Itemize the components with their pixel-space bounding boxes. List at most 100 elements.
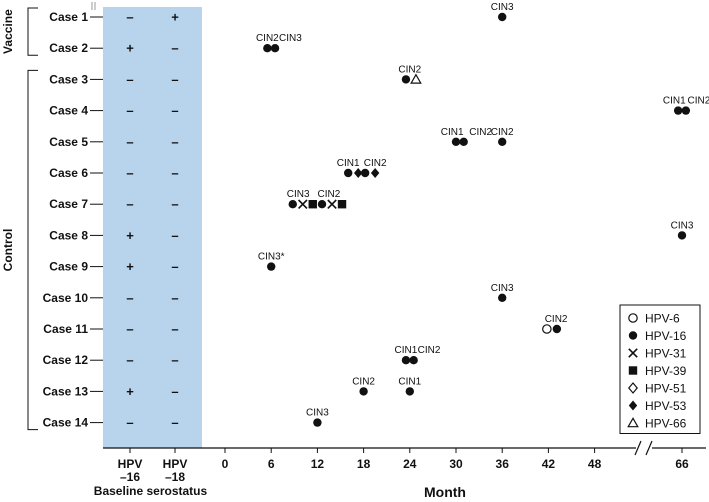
data-point <box>681 106 691 115</box>
x-tick-label: 36 <box>496 457 510 471</box>
legend-label: HPV-51 <box>645 381 687 395</box>
cin-annotation: CIN1 <box>337 158 360 169</box>
cin-annotation: CIN2 <box>398 64 421 75</box>
serostatus-column-label: HPV <box>118 457 143 471</box>
data-point <box>337 200 347 209</box>
legend-label: HPV-66 <box>645 416 687 430</box>
serostatus-title: Baseline serostatus <box>94 484 208 498</box>
data-point <box>673 106 683 115</box>
data-point <box>498 137 507 146</box>
case-label: Case 4 <box>49 104 88 118</box>
hpv16-status: + <box>126 259 134 274</box>
data-point <box>313 418 322 427</box>
data-point <box>401 356 411 365</box>
data-point <box>370 168 380 178</box>
x-axis-title: Month <box>424 484 466 500</box>
case-label: Case 14 <box>43 416 89 430</box>
legend-label: HPV-31 <box>645 346 687 360</box>
cin-annotation: CIN2 <box>469 127 492 138</box>
hpv16-status: – <box>126 10 133 25</box>
serostatus-band <box>103 7 202 448</box>
legend-symbol <box>628 313 638 323</box>
legend-symbol <box>628 366 638 375</box>
cin-annotation: CIN3 <box>491 283 514 294</box>
hpv18-status: – <box>171 41 178 56</box>
axis-break-mark <box>645 440 653 456</box>
cin-annotation: CIN1 <box>398 376 421 387</box>
group-bracket <box>27 69 38 431</box>
cin-annotation: CIN2 <box>318 189 341 200</box>
hpv16-status: + <box>126 384 134 399</box>
legend-symbol <box>627 417 639 428</box>
data-point <box>354 168 363 178</box>
hpv16-status: – <box>126 134 133 149</box>
hpv16-status: – <box>126 72 133 87</box>
data-point <box>552 324 562 334</box>
case-label: Case 11 <box>43 322 88 336</box>
x-tick-label: 42 <box>542 457 556 471</box>
x-tick-label: 6 <box>268 457 275 471</box>
case-label: Case 5 <box>49 135 88 149</box>
legend-symbol <box>628 400 638 411</box>
case-label: Case 7 <box>49 197 88 211</box>
data-point <box>359 387 368 396</box>
cross-stroke <box>327 199 337 209</box>
cin-annotation: CIN1 <box>663 96 686 107</box>
serostatus-column-label: –16 <box>120 470 140 484</box>
case-label: Case 8 <box>49 228 88 242</box>
hpv18-status: – <box>171 290 178 305</box>
cin-annotation: CIN3 <box>491 2 514 13</box>
data-point <box>360 168 370 178</box>
axis-break-mark <box>634 440 642 456</box>
data-point <box>409 356 418 365</box>
hpv18-status: + <box>171 10 179 25</box>
cin-annotation: CIN3 <box>287 189 310 200</box>
case-label: Case 3 <box>49 72 88 86</box>
hpv18-status: – <box>171 415 178 430</box>
cin-annotation: CIN1 <box>441 127 464 138</box>
hpv16-status: – <box>126 322 133 337</box>
hpv18-status: – <box>171 259 178 274</box>
data-point <box>327 199 337 209</box>
cross-stroke <box>297 199 308 209</box>
data-point <box>288 200 297 209</box>
group-bracket <box>27 7 38 56</box>
hpv18-status: – <box>171 72 178 87</box>
data-point <box>498 293 507 302</box>
case-label: Case 9 <box>49 260 88 274</box>
hpv16-status: – <box>126 103 133 118</box>
cross-stroke <box>628 348 638 358</box>
group-label: Vaccine <box>1 9 15 54</box>
x-tick-label: 0 <box>222 457 229 471</box>
data-point <box>677 231 687 240</box>
case-label: Case 12 <box>43 353 89 367</box>
legend-label: HPV-16 <box>645 329 687 343</box>
hpv18-status: – <box>171 134 178 149</box>
hpv16-status: – <box>126 353 133 368</box>
hpv16-status: + <box>126 228 134 243</box>
data-point <box>308 200 317 209</box>
data-point <box>317 200 327 209</box>
hpv18-status: – <box>171 384 178 399</box>
cin-annotation: CIN2 <box>352 376 375 387</box>
legend-symbol <box>628 348 638 358</box>
x-tick-label: 48 <box>588 457 602 471</box>
data-point <box>401 75 411 84</box>
data-point <box>451 137 461 146</box>
hpv18-status: – <box>171 228 178 243</box>
data-point <box>410 73 422 84</box>
hpv16-status: – <box>126 197 133 212</box>
hpv18-status: – <box>171 353 178 368</box>
hpv16-status: – <box>126 166 133 181</box>
data-point <box>267 262 276 271</box>
cin-annotation: CIN3 <box>279 33 302 44</box>
data-point <box>542 324 552 334</box>
cin-annotation: CIN3 <box>671 220 694 231</box>
cin-annotation: CIN2 <box>491 127 514 138</box>
data-point <box>263 44 272 53</box>
hpv16-status: + <box>126 41 134 56</box>
serostatus-column-label: HPV <box>163 457 188 471</box>
legend-symbol <box>628 382 638 394</box>
data-point <box>270 44 280 53</box>
